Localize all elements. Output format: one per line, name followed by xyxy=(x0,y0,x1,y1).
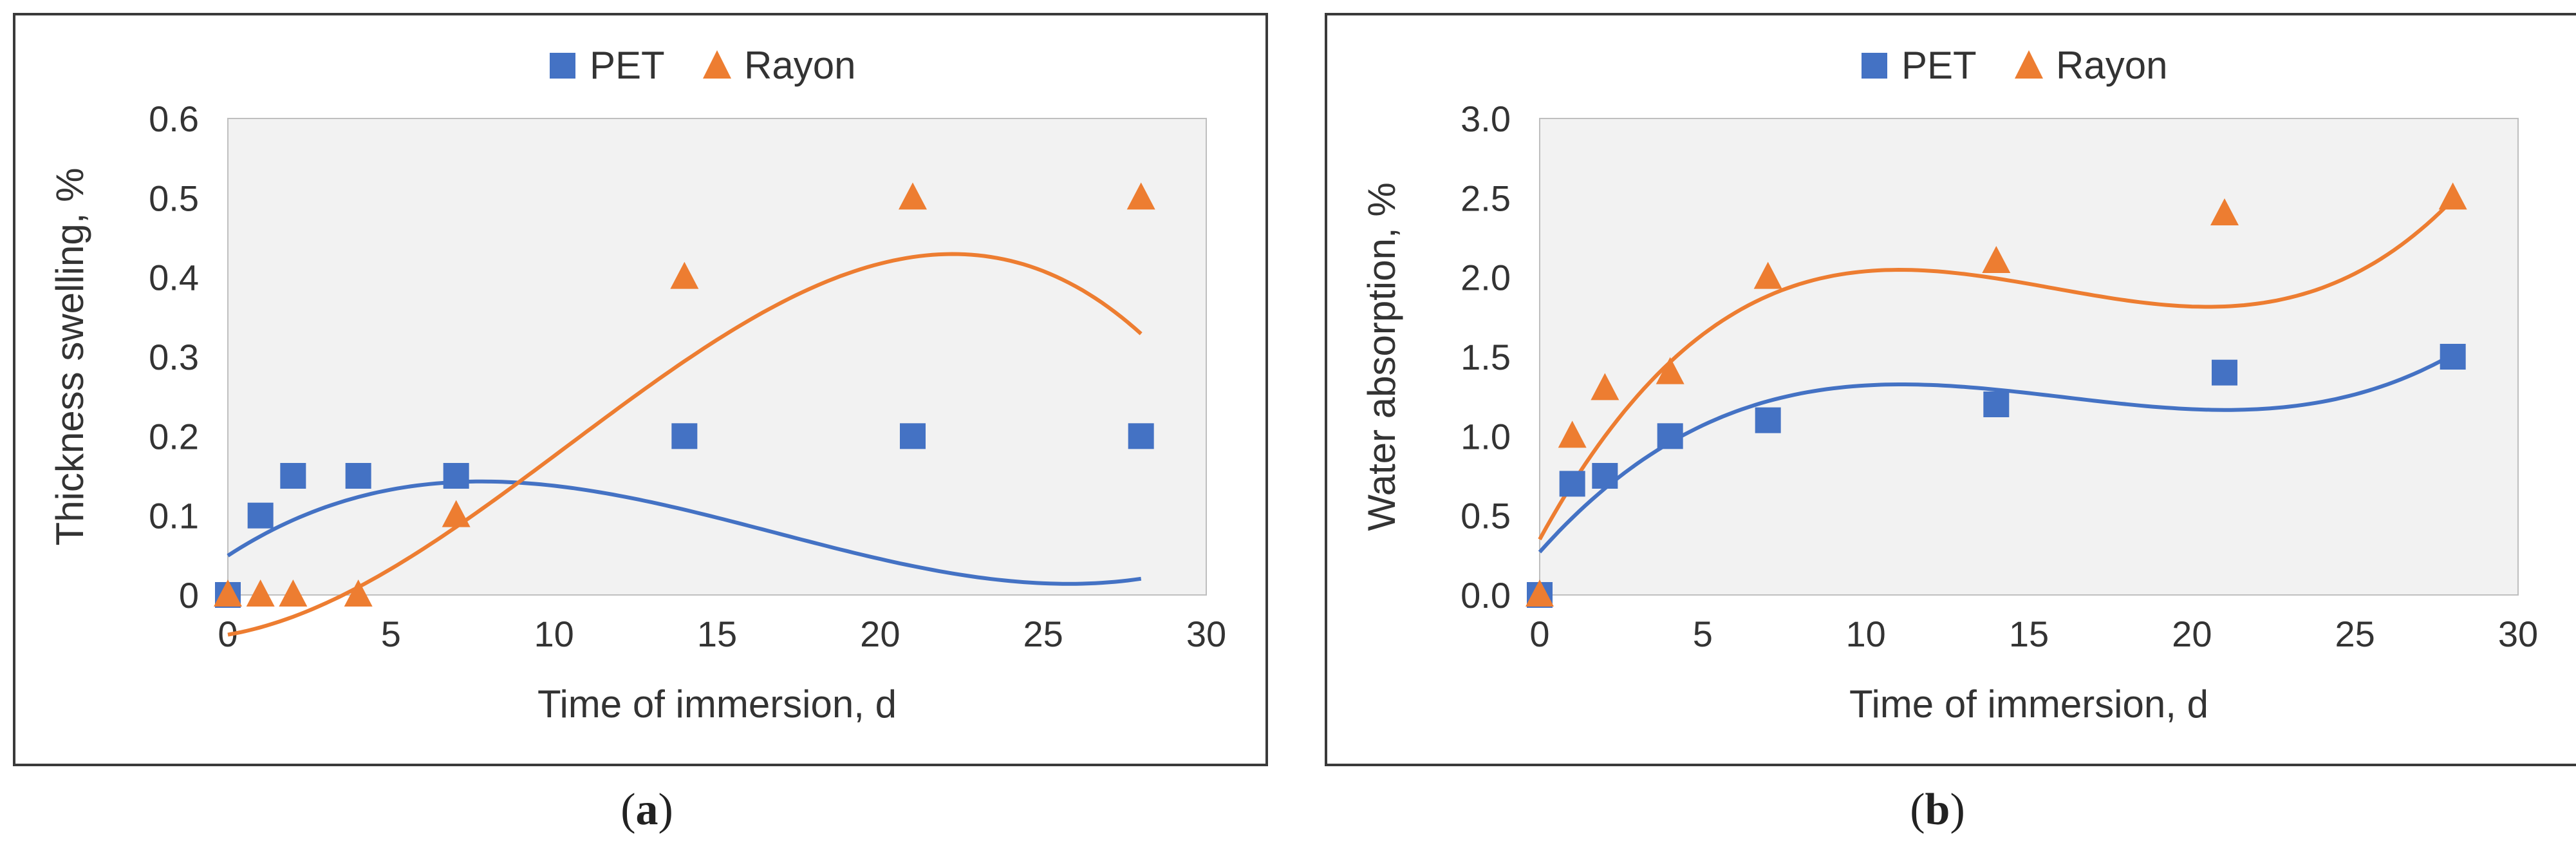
caption-b: (b) xyxy=(1910,785,1965,834)
data-point-rayon xyxy=(1753,261,1782,289)
legend-marker-pet xyxy=(1862,53,1887,79)
legend-marker-rayon xyxy=(703,50,731,79)
data-point-rayon xyxy=(246,579,275,607)
legend: PET Rayon xyxy=(1862,44,2167,87)
data-point-rayon xyxy=(1591,373,1619,400)
data-point-rayon xyxy=(899,182,927,210)
y-tick-label: 0.4 xyxy=(149,258,199,298)
x-tick-label: 25 xyxy=(2335,614,2375,654)
x-tick-label: 10 xyxy=(1846,614,1886,654)
trendline-rayon xyxy=(227,252,1143,637)
data-point-pet xyxy=(671,423,698,449)
x-tick-label: 30 xyxy=(1186,614,1226,654)
data-point-rayon xyxy=(279,579,308,607)
y-tick-label: 2.0 xyxy=(1461,258,1511,298)
y-tick-label: 0 xyxy=(179,575,199,616)
y-tick-label: 3.0 xyxy=(1461,99,1511,139)
data-point-pet xyxy=(443,463,469,489)
x-tick-label: 30 xyxy=(2498,614,2538,654)
y-tick-label: 0.5 xyxy=(149,178,199,218)
y-axis-label: Water absorption, % xyxy=(1360,182,1403,531)
chart-panel-b: 0.0 0.5 1.0 1.5 2.0 2.5 3.0 0 5 10 15 20 25 30 Time of… xyxy=(1325,13,2576,766)
water-absorption-chart: 0.0 0.5 1.0 1.5 2.0 2.5 3.0 0 5 10 15 20 25 30 Time of… xyxy=(1360,44,2538,726)
x-tick-label: 5 xyxy=(1693,614,1713,654)
data-point-pet xyxy=(247,502,274,529)
x-tick-label: 20 xyxy=(2172,614,2212,654)
caption-b-letter: b xyxy=(1925,785,1950,834)
y-tick-label: 0.2 xyxy=(149,416,199,457)
x-axis-label: Time of immersion, d xyxy=(1849,683,2208,726)
y-tick-label: 0.5 xyxy=(1461,496,1511,536)
data-point-pet xyxy=(900,423,926,449)
trendline-pet xyxy=(227,479,1142,586)
data-point-pet xyxy=(1657,423,1683,449)
x-axis-label: Time of immersion, d xyxy=(537,683,897,726)
data-point-pet xyxy=(2440,344,2466,370)
x-tick-label: 25 xyxy=(1023,614,1063,654)
x-tick-label: 5 xyxy=(381,614,401,654)
data-point-rayon xyxy=(1526,579,1554,607)
data-point-rayon xyxy=(214,579,242,607)
data-point-rayon xyxy=(1558,420,1587,448)
trendline-pet xyxy=(1538,352,2454,554)
legend: PET Rayon xyxy=(550,44,855,87)
data-point-rayon xyxy=(1126,182,1155,210)
data-point-rayon xyxy=(1656,357,1685,384)
data-point-pet xyxy=(345,463,371,489)
y-tick-label: 0.6 xyxy=(149,99,199,139)
data-point-pet xyxy=(1128,423,1154,449)
y-tick-label: 0.1 xyxy=(149,496,199,536)
trendline-rayon xyxy=(1538,198,2454,541)
plot-area xyxy=(1539,118,2519,596)
x-tick-label: 0 xyxy=(1529,614,1549,654)
caption-a-letter: a xyxy=(635,785,658,834)
legend-marker-pet xyxy=(550,53,575,79)
chart-panel-a: 0 0.1 0.2 0.3 0.4 0.5 0.6 0 5 10 15 20 25 30 Time of i… xyxy=(13,13,1268,766)
legend-label-pet: PET xyxy=(1901,44,1977,87)
x-tick-label: 10 xyxy=(534,614,574,654)
data-point-rayon xyxy=(2210,198,2239,225)
data-point-rayon xyxy=(2438,182,2467,210)
data-point-pet xyxy=(1592,463,1618,489)
data-point-pet xyxy=(280,463,306,489)
x-tick-label: 20 xyxy=(860,614,900,654)
plot-area xyxy=(227,118,1207,596)
data-point-rayon xyxy=(670,261,699,289)
legend-label-rayon: Rayon xyxy=(2056,44,2167,87)
x-tick-label: 15 xyxy=(2009,614,2049,654)
data-point-rayon xyxy=(344,579,373,607)
legend-label-pet: PET xyxy=(590,44,665,87)
data-point-rayon xyxy=(1982,246,2011,273)
legend-marker-rayon xyxy=(2015,50,2043,79)
caption-a: (a) xyxy=(621,785,673,834)
y-tick-label: 0.3 xyxy=(149,337,199,377)
legend-label-rayon: Rayon xyxy=(744,44,855,87)
x-tick-label: 15 xyxy=(697,614,737,654)
data-point-pet xyxy=(1755,407,1781,433)
y-axis-label: Thickness swelling, % xyxy=(48,168,91,546)
y-tick-label: 1.0 xyxy=(1461,416,1511,457)
y-tick-label: 0.0 xyxy=(1461,575,1511,616)
data-point-rayon xyxy=(442,500,471,527)
data-point-pet xyxy=(2212,359,2237,386)
data-point-pet xyxy=(1559,471,1585,497)
data-point-pet xyxy=(1983,391,2010,417)
y-tick-label: 1.5 xyxy=(1461,337,1511,377)
y-tick-label: 2.5 xyxy=(1461,178,1511,218)
